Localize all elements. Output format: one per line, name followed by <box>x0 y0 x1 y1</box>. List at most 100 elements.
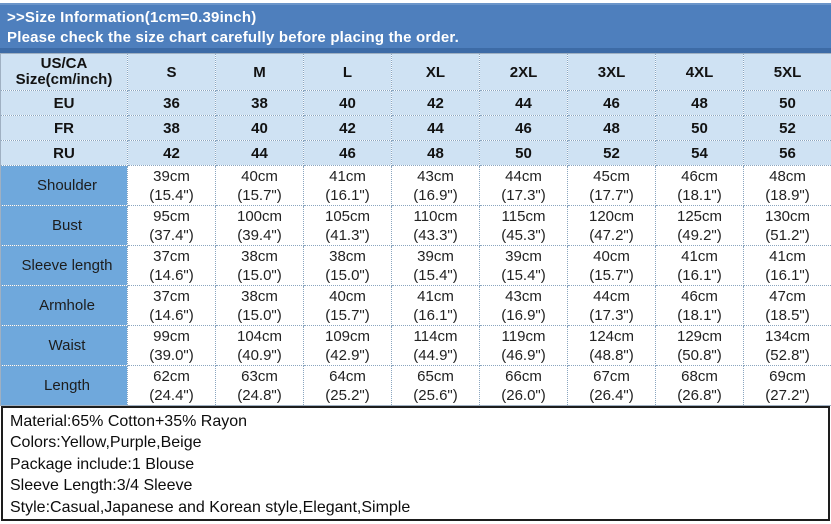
measurement-value-cell: 65cm (25.6") <box>391 365 480 406</box>
size-header-row: US/CA Size(cm/inch) S M L XL 2XL 3XL 4XL… <box>0 53 831 91</box>
measurement-label-length: Length <box>0 365 128 406</box>
detail-line-style: Style:Casual,Japanese and Korean style,E… <box>10 498 411 516</box>
measurement-value-cell: 39cm (15.4") <box>479 245 568 286</box>
size-value-cell: 50 <box>655 115 744 141</box>
measurement-value-cell: 67cm (26.4") <box>567 365 656 406</box>
size-value-cell: 54 <box>655 140 744 166</box>
size-value-cell: 52 <box>743 115 831 141</box>
measurement-value-cell: 95cm (37.4") <box>127 205 216 246</box>
size-value-cell: 38 <box>215 90 304 116</box>
measurement-value-cell: 38cm (15.0") <box>303 245 392 286</box>
measurement-value-cell: 41cm (16.1") <box>391 285 480 326</box>
measurement-value-cell: 134cm (52.8") <box>743 325 831 366</box>
size-value-cell: 40 <box>303 90 392 116</box>
measurement-value-cell: 43cm (16.9") <box>391 165 480 206</box>
size-column-header-l: L <box>303 53 392 91</box>
size-column-header-xl: XL <box>391 53 480 91</box>
measurement-value-cell: 48cm (18.9") <box>743 165 831 206</box>
size-value-cell: 44 <box>391 115 480 141</box>
measurement-row-shoulder: Shoulder 39cm (15.4") 40cm (15.7") 41cm … <box>0 165 831 206</box>
region-label-fr: FR <box>0 115 128 141</box>
detail-line-material: Material:65% Cotton+35% Rayon <box>10 413 248 430</box>
size-value-cell: 48 <box>567 115 656 141</box>
size-value-cell: 52 <box>567 140 656 166</box>
measurement-value-cell: 104cm (40.9") <box>215 325 304 366</box>
measurement-value-cell: 120cm (47.2") <box>567 205 656 246</box>
corner-header: US/CA Size(cm/inch) <box>0 53 128 91</box>
measurement-value-cell: 40cm (15.7") <box>303 285 392 326</box>
size-value-cell: 42 <box>303 115 392 141</box>
measurement-value-cell: 41cm (16.1") <box>743 245 831 286</box>
measurement-value-cell: 63cm (24.8") <box>215 365 304 406</box>
measurement-label-sleeve-length: Sleeve length <box>0 245 128 286</box>
measurement-value-cell: 39cm (15.4") <box>391 245 480 286</box>
measurement-value-cell: 45cm (17.7") <box>567 165 656 206</box>
banner-title: >>Size Information(1cm=0.39inch) <box>7 9 257 26</box>
size-value-cell: 40 <box>215 115 304 141</box>
size-value-cell: 48 <box>391 140 480 166</box>
measurement-value-cell: 68cm (26.8") <box>655 365 744 406</box>
measurement-value-cell: 130cm (51.2") <box>743 205 831 246</box>
measurement-row-armhole: Armhole 37cm (14.6") 38cm (15.0") 40cm (… <box>0 285 831 326</box>
measurement-value-cell: 115cm (45.3") <box>479 205 568 246</box>
detail-line-package: Package include:1 Blouse <box>10 455 195 473</box>
measurement-value-cell: 119cm (46.9") <box>479 325 568 366</box>
size-value-cell: 44 <box>215 140 304 166</box>
measurement-value-cell: 125cm (49.2") <box>655 205 744 246</box>
size-value-cell: 46 <box>479 115 568 141</box>
size-column-header-2xl: 2XL <box>479 53 568 91</box>
detail-line-colors: Colors:Yellow,Purple,Beige <box>10 434 202 452</box>
measurement-value-cell: 40cm (15.7") <box>567 245 656 286</box>
detail-line-sleeve-length: Sleeve Length:3/4 Sleeve <box>10 477 193 495</box>
measurement-value-cell: 129cm (50.8") <box>655 325 744 366</box>
size-value-cell: 44 <box>479 90 568 116</box>
measurement-value-cell: 110cm (43.3") <box>391 205 480 246</box>
size-column-header-3xl: 3XL <box>567 53 656 91</box>
size-info-banner: >>Size Information(1cm=0.39inch) Please … <box>0 3 831 53</box>
measurement-value-cell: 39cm (15.4") <box>127 165 216 206</box>
measurement-value-cell: 46cm (18.1") <box>655 165 744 206</box>
region-row-fr: FR 38 40 42 44 46 48 50 52 <box>0 115 831 141</box>
measurement-value-cell: 44cm (17.3") <box>479 165 568 206</box>
measurement-value-cell: 40cm (15.7") <box>215 165 304 206</box>
measurement-label-armhole: Armhole <box>0 285 128 326</box>
measurement-value-cell: 109cm (42.9") <box>303 325 392 366</box>
measurement-value-cell: 99cm (39.0") <box>127 325 216 366</box>
measurement-value-cell: 69cm (27.2") <box>743 365 831 406</box>
measurement-value-cell: 46cm (18.1") <box>655 285 744 326</box>
measurement-label-waist: Waist <box>0 325 128 366</box>
region-row-ru: RU 42 44 46 48 50 52 54 56 <box>0 140 831 166</box>
size-value-cell: 36 <box>127 90 216 116</box>
banner-subtitle: Please check the size chart carefully be… <box>7 29 459 46</box>
measurement-value-cell: 114cm (44.9") <box>391 325 480 366</box>
region-label-ru: RU <box>0 140 128 166</box>
size-value-cell: 38 <box>127 115 216 141</box>
size-value-cell: 56 <box>743 140 831 166</box>
measurement-row-bust: Bust 95cm (37.4") 100cm (39.4") 105cm (4… <box>0 205 831 246</box>
size-value-cell: 46 <box>567 90 656 116</box>
size-value-cell: 46 <box>303 140 392 166</box>
measurement-value-cell: 47cm (18.5") <box>743 285 831 326</box>
size-column-header-s: S <box>127 53 216 91</box>
size-value-cell: 50 <box>479 140 568 166</box>
measurement-value-cell: 100cm (39.4") <box>215 205 304 246</box>
size-value-cell: 42 <box>127 140 216 166</box>
region-row-eu: EU 36 38 40 42 44 46 48 50 <box>0 90 831 116</box>
measurement-value-cell: 38cm (15.0") <box>215 245 304 286</box>
measurement-row-length: Length 62cm (24.4") 63cm (24.8") 64cm (2… <box>0 365 831 406</box>
size-value-cell: 48 <box>655 90 744 116</box>
size-chart-table: US/CA Size(cm/inch) S M L XL 2XL 3XL 4XL… <box>0 53 831 406</box>
measurement-value-cell: 37cm (14.6") <box>127 245 216 286</box>
size-column-header-4xl: 4XL <box>655 53 744 91</box>
measurement-row-sleeve-length: Sleeve length 37cm (14.6") 38cm (15.0") … <box>0 245 831 286</box>
measurement-label-bust: Bust <box>0 205 128 246</box>
measurement-value-cell: 124cm (48.8") <box>567 325 656 366</box>
measurement-row-waist: Waist 99cm (39.0") 104cm (40.9") 109cm (… <box>0 325 831 366</box>
measurement-value-cell: 37cm (14.6") <box>127 285 216 326</box>
size-column-header-5xl: 5XL <box>743 53 831 91</box>
measurement-value-cell: 41cm (16.1") <box>303 165 392 206</box>
measurement-value-cell: 66cm (26.0") <box>479 365 568 406</box>
measurement-value-cell: 38cm (15.0") <box>215 285 304 326</box>
size-value-cell: 42 <box>391 90 480 116</box>
